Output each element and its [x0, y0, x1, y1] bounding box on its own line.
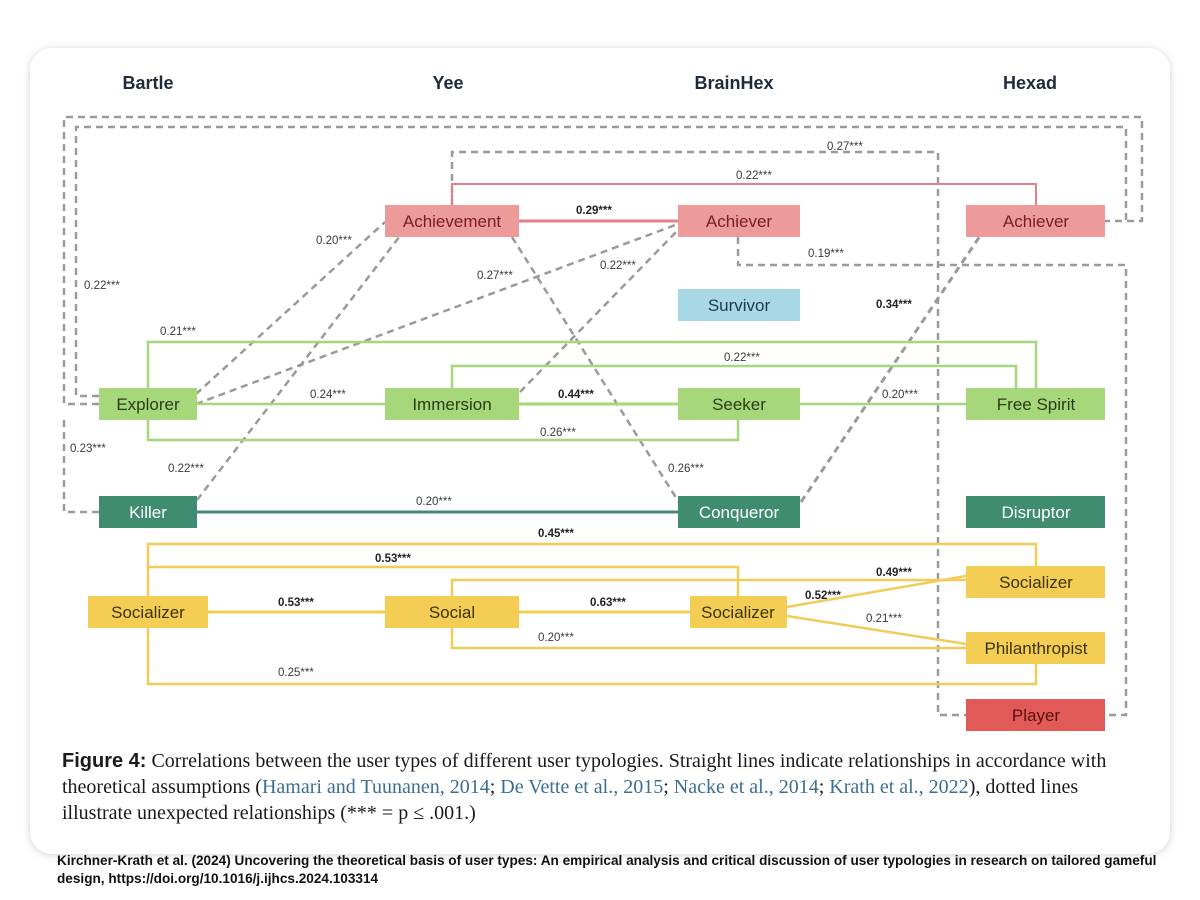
node-yee-immersion [385, 388, 519, 420]
node-yee-achievement [385, 205, 519, 237]
node-brainhex-conqueror [678, 496, 800, 528]
node-bartle-explorer [99, 388, 197, 420]
citation-link[interactable]: Krath et al., 2022 [829, 776, 969, 798]
node-label: Killer [129, 503, 167, 522]
node-hexad-freespirit [966, 388, 1105, 420]
node-label: Achievement [403, 212, 502, 231]
node-brainhex-achiever [678, 205, 800, 237]
line-social-hexad-soc [450, 578, 966, 596]
label-corr: 0.22*** [168, 463, 204, 475]
node-brainhex-socializer [690, 596, 787, 628]
figure-label: Figure 4: [62, 750, 147, 772]
label-corr: 0.19*** [808, 248, 844, 260]
label-corr: 0.22*** [724, 352, 760, 364]
node-label: Seeker [712, 395, 766, 414]
line-explorer-seeker [146, 420, 740, 442]
label-corr: 0.21*** [866, 613, 902, 625]
node-hexad-socializer [966, 566, 1105, 598]
column-header-brainhex: BrainHex [694, 73, 773, 93]
label-corr: 0.21*** [160, 326, 196, 338]
line-explorer-freespirit [146, 340, 1038, 388]
dash-explorer-brainhex-achiever [195, 222, 679, 406]
node-label: Socializer [999, 573, 1073, 592]
label-corr: 0.22*** [84, 280, 120, 292]
line-bartle-soc-philanthropist [146, 628, 1038, 686]
label-corr: 0.52*** [805, 590, 841, 602]
label-corr: 0.27*** [827, 141, 863, 153]
node-hexad-disruptor [966, 496, 1105, 528]
label-corr: 0.22*** [600, 260, 636, 272]
figure-caption: Figure 4: Correlations between the user … [62, 750, 1107, 824]
line-bartle-soc-hexad-soc [146, 542, 1038, 596]
line-brainhex-soc-hexad-soc [786, 574, 967, 609]
label-corr: 0.20*** [416, 496, 452, 508]
label-corr: 0.29*** [576, 205, 612, 217]
dash-explorer-left [74, 125, 1128, 398]
node-label: Explorer [116, 395, 180, 414]
node-hexad-philanthropist [966, 632, 1105, 664]
label-corr: 0.49*** [876, 567, 912, 579]
label-corr: 0.24*** [310, 389, 346, 401]
column-header-yee: Yee [432, 73, 463, 93]
node-label: Conqueror [699, 503, 780, 522]
dash-explorer-achievement [195, 221, 386, 395]
node-label: Achiever [1003, 212, 1069, 231]
column-header-hexad: Hexad [1003, 73, 1057, 93]
caption-text: Correlations between the user types of d… [62, 750, 1107, 798]
node-bartle-socializer [88, 596, 208, 628]
dash-killer-achievement [196, 235, 401, 501]
node-label: Achiever [706, 212, 772, 231]
label-corr: 0.20*** [316, 235, 352, 247]
line-achievement-hexad-achiever [451, 183, 1037, 205]
label-corr: 0.20*** [538, 632, 574, 644]
node-label: Philanthropist [984, 639, 1087, 658]
label-corr: 0.34*** [876, 299, 912, 311]
node-label: Social [429, 603, 475, 622]
label-corr: 0.26*** [668, 463, 704, 475]
node-hexad-player [966, 699, 1105, 731]
label-corr: 0.63*** [590, 597, 626, 609]
label-corr: 0.20*** [882, 389, 918, 401]
line-social-philanthropist [450, 628, 966, 650]
node-yee-social [385, 596, 519, 628]
node-label: Free Spirit [997, 395, 1076, 414]
node-label: Socializer [111, 603, 185, 622]
caption-text: ), dotted lines illustrate unexpected re… [62, 776, 1079, 824]
node-label: Player [1012, 706, 1061, 725]
line-brainhex-soc-philanthropist [786, 614, 967, 646]
dash-conqueror-hexad-achiever [799, 235, 982, 503]
node-label: Immersion [412, 395, 491, 414]
label-corr: 0.44*** [558, 389, 594, 401]
label-corr: 0.23*** [70, 443, 106, 455]
label-corr: 0.26*** [540, 427, 576, 439]
citation-link[interactable]: De Vette et al., 2015 [500, 776, 664, 798]
dash-achievement-conqueror [510, 236, 682, 505]
citation-link[interactable]: Hamari and Tuunanen, 2014 [261, 776, 490, 798]
dash-explorer-hexad-achiever [62, 115, 1144, 406]
line-immersion-freespirit [450, 364, 1018, 388]
node-brainhex-survivor [678, 289, 800, 321]
dash-immersion-brainhex-achiever [519, 227, 681, 393]
label-corr: 0.25*** [278, 667, 314, 679]
label-corr: 0.53*** [278, 597, 314, 609]
node-hexad-achiever [966, 205, 1105, 237]
line-bartle-soc-brainhex-soc [148, 565, 740, 596]
node-label: Survivor [708, 296, 771, 315]
column-header-bartle: Bartle [122, 73, 173, 93]
label-corr: 0.45*** [538, 528, 574, 540]
dash-killer-left [62, 420, 99, 514]
node-brainhex-seeker [678, 388, 800, 420]
label-corr: 0.53*** [375, 553, 411, 565]
citation-link[interactable]: Nacke et al., 2014 [673, 776, 819, 798]
source-credit: Kirchner-Krath et al. (2024) Uncovering … [57, 853, 1157, 886]
label-corr: 0.22*** [736, 170, 772, 182]
label-corr: 0.27*** [477, 270, 513, 282]
dash-brainhex-achiever-player [736, 237, 1128, 717]
node-label: Socializer [701, 603, 775, 622]
node-bartle-killer [99, 496, 197, 528]
node-label: Disruptor [1002, 503, 1071, 522]
